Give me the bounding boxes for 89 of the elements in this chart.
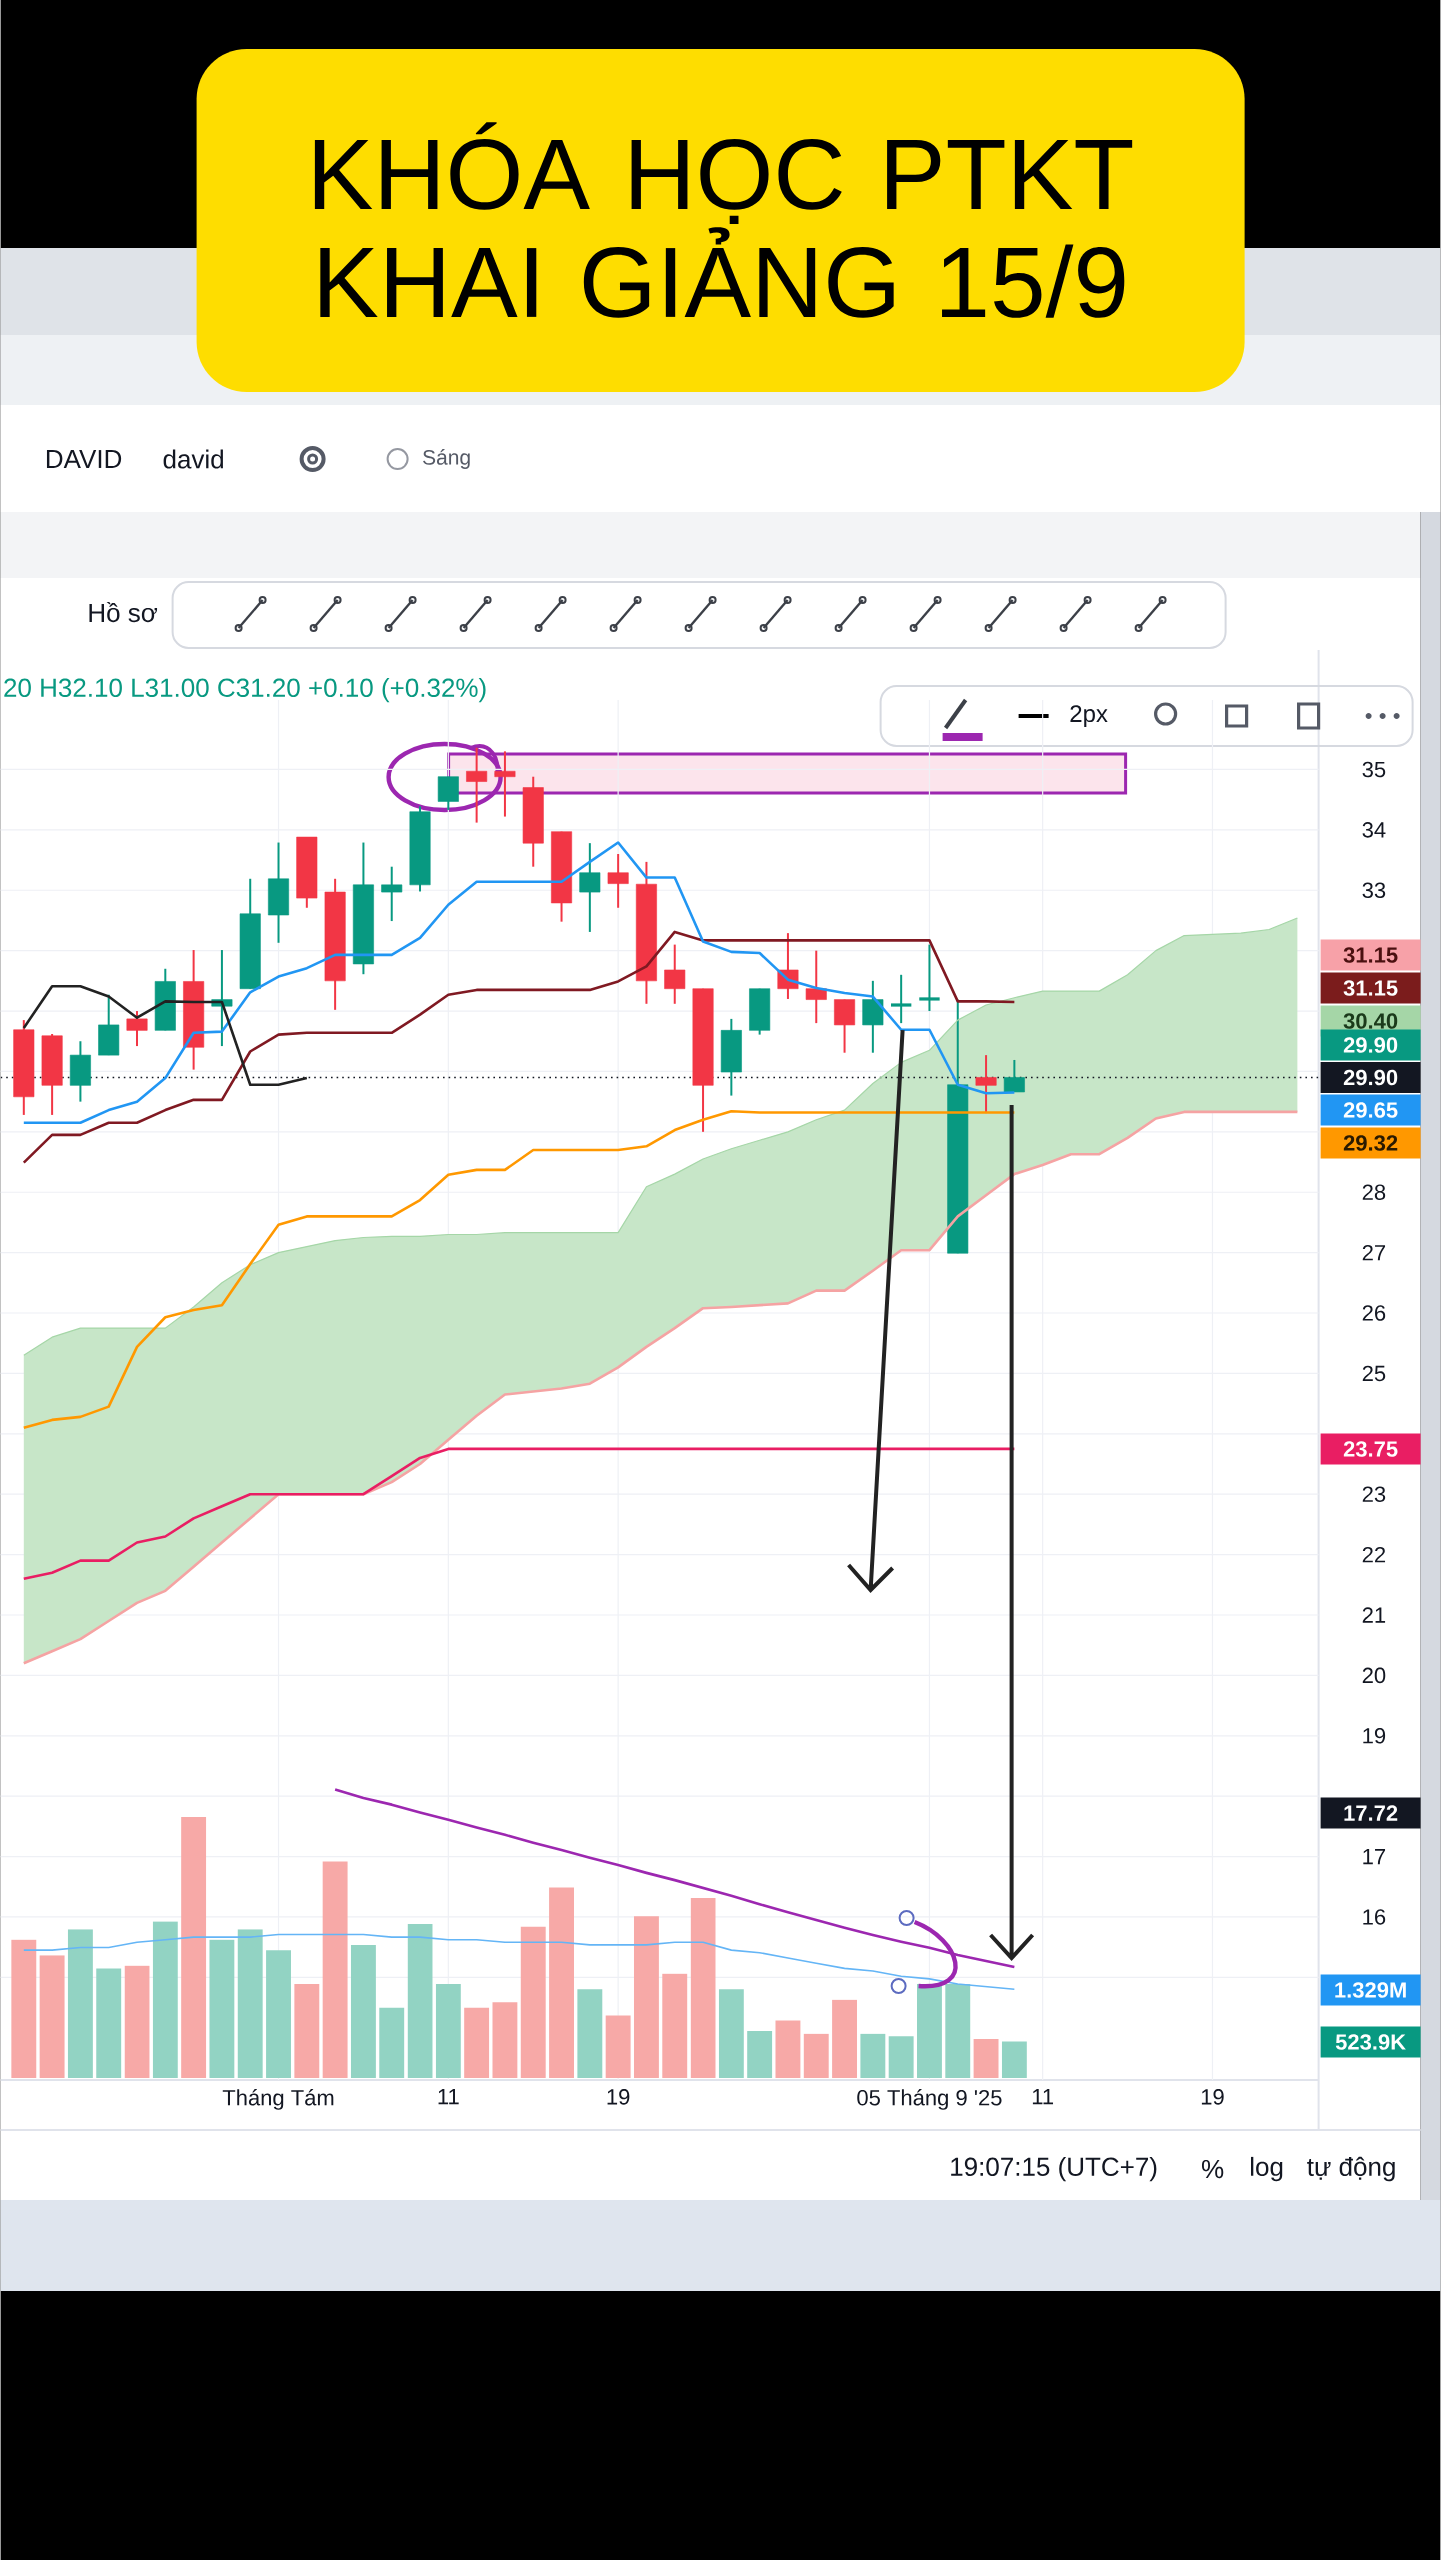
bar [96,1968,122,2079]
y-tick-label: 23 [1362,1486,1386,1502]
candlestick [494,750,516,818]
y-tick-label: 25 [1362,1365,1386,1382]
line-series [22,984,309,1087]
candlestick [579,842,601,933]
bar [11,1939,37,2079]
bar [464,2007,490,2079]
y-tick-label: 27 [1362,1244,1386,1261]
y-tick-label: 33 [1362,882,1386,899]
bar [747,2031,773,2079]
y-tick-label: 19 [1363,1728,1386,1744]
candlestick [891,973,912,1025]
text: 31.15 [1343,980,1398,996]
bar [407,1924,433,2079]
text: Sáng [423,449,470,469]
y-tick-label: 35 [1362,761,1386,778]
bar [294,1984,320,2079]
text: % [1202,2159,1224,2179]
candlestick [919,943,940,1013]
bar [322,1861,348,2079]
candlestick [664,943,686,1005]
annotation: 2px [1070,705,1108,727]
y-tick-label: 26 [1362,1305,1386,1321]
bar [1002,2041,1028,2079]
text: 19:07:15 (UTC+7) [951,2156,1157,2182]
text: david [163,449,224,469]
y-tick-label: 20 [1362,1667,1386,1684]
x-tick-label: 05 Tháng 9 '25 [857,2089,1002,2110]
bar [181,1817,207,2079]
candlestick [126,1010,148,1048]
bar [860,2033,886,2079]
text: 1.329M [1335,1982,1407,1998]
bar [520,1926,546,2079]
bar [804,2033,829,2079]
bar [237,1929,263,2079]
bar [124,1965,150,2079]
text: 31.15 [1343,947,1398,963]
y-tick-label: 17 [1363,1849,1386,1865]
text: 29.32 [1344,1135,1398,1151]
candlestick [211,949,233,1048]
text: 30.40 [1343,1013,1398,1029]
text: 29.65 [1344,1102,1398,1118]
candlestick [805,949,827,1025]
bar [973,2038,999,2079]
bar [209,1939,235,2079]
x-tick-label: 19 [1202,2089,1224,2105]
bar [379,2007,405,2079]
y-tick-label: 22 [1362,1546,1386,1563]
bar [888,2036,914,2079]
x-tick-label: 11 [438,2089,459,2105]
bar [832,1999,858,2079]
text: 23.75 [1344,1441,1398,1457]
y-tick-label: 28 [1362,1184,1386,1201]
bar [549,1887,575,2079]
y-tick-label: 34 [1362,822,1386,838]
bar [690,1897,716,2079]
bar [662,1973,688,2079]
x-tick-label: 11 [1033,2089,1054,2105]
bar [634,1916,660,2079]
annotation: 20 H32.10 L31.00 C31.20 +0.10 (+0.32%) [4,677,486,703]
bar [266,1950,292,2079]
text: log [1251,2156,1283,2182]
bar [775,2020,801,2079]
text: 29.90 [1344,1037,1398,1053]
chart-title: KHÓA HỌC PTKT KHAI GIẢNG 15/9 [315,122,1133,318]
ref-line-label: 29.90 [1344,1069,1398,1086]
bar [436,1984,461,2079]
y-tick-label: 21 [1362,1607,1386,1623]
text: tự động [1307,2156,1395,2182]
bar [153,1921,178,2079]
x-tick-label: 19 [607,2089,630,2105]
candlestick [466,746,488,824]
bar [492,2002,518,2079]
text: DAVID [47,450,122,468]
x-tick-label: Tháng Tám [222,2089,334,2110]
bar [577,1989,603,2079]
text: 523.9K [1336,2034,1407,2050]
bar [68,1929,94,2079]
bar [605,2015,631,2079]
bar [351,1944,377,2079]
bar [719,1989,744,2079]
candlestick [607,853,629,909]
text: 17.72 [1344,1805,1398,1821]
y-tick-label: 16 [1363,1909,1386,1925]
bar [39,1955,65,2079]
text: Hồ sơ [89,601,158,623]
candlestick [1004,1058,1026,1093]
candlestick [381,865,403,923]
